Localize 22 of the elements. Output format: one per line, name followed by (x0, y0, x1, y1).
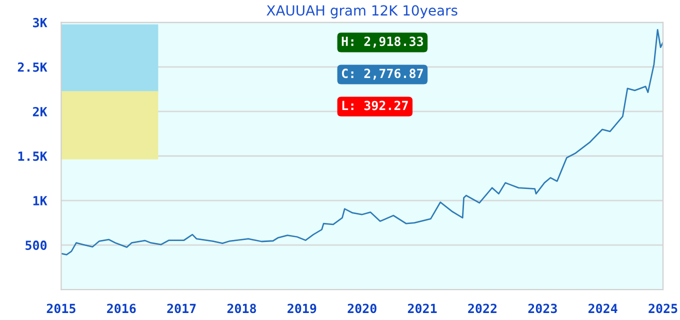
x-tick-label: 2025 (648, 304, 678, 314)
chart-title: XAUUAH gram 12K 10years (266, 5, 458, 18)
annotation: C: 2,776.87 (342, 68, 423, 80)
x-tick-label: 2017 (167, 304, 196, 314)
x-tick-label: 2023 (528, 304, 557, 314)
x-tick-label: 2022 (468, 304, 496, 314)
x-tick-label: 2018 (227, 304, 256, 314)
y-tick-label: 1K (33, 196, 48, 206)
annotation: L: 392.27 (342, 100, 408, 110)
x-tick-label: 2015 (46, 304, 76, 314)
x-tick-label: 2016 (107, 304, 136, 314)
x-tick-label: 2020 (348, 304, 376, 314)
y-tick-label: 2K (32, 106, 48, 116)
y-tick-label: 2.5K (18, 62, 48, 72)
x-tick-label: 2021 (408, 304, 437, 314)
x-tick-label: 2019 (288, 304, 316, 314)
y-tick-label: 500 (26, 240, 47, 250)
x-tick-label: 2024 (588, 304, 618, 314)
y-tick-label: 3K (33, 18, 48, 28)
line-series (61, 29, 663, 256)
y-tick-label: 1.5K (18, 152, 48, 161)
annotation: H: 2,918.33 (342, 36, 424, 48)
